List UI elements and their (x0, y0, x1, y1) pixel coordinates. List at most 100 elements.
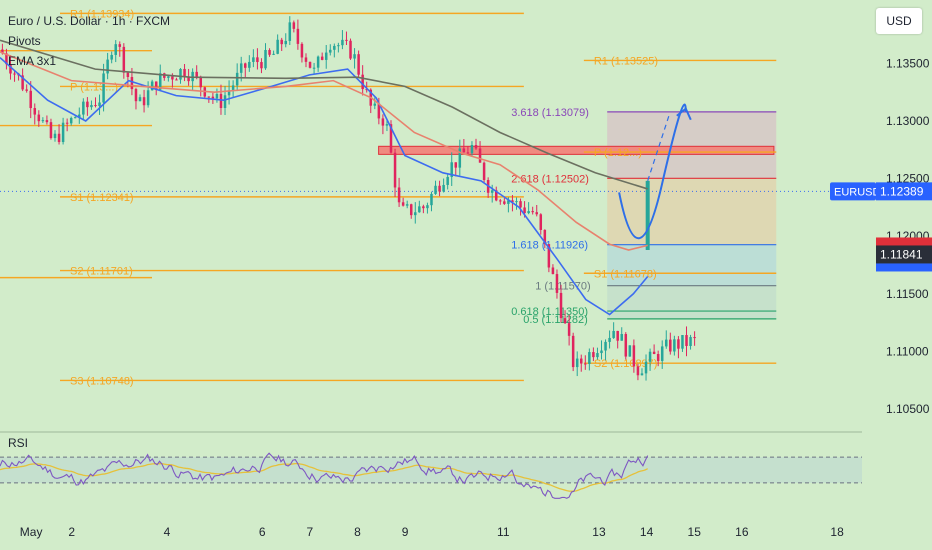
candle-body (223, 95, 227, 108)
candle-body (239, 63, 243, 73)
price-tag-label: 1.12389 (880, 184, 924, 198)
candle-body (300, 43, 304, 58)
candle-body (65, 122, 69, 124)
candle-body (118, 44, 122, 47)
fib-label: 1 (1.11570) (535, 281, 590, 293)
candle-body (575, 358, 579, 368)
y-tick-label: 1.10500 (886, 402, 930, 416)
candle-body (159, 73, 162, 90)
pivot-label: S3 (1.10748) (70, 375, 134, 387)
ema-line (0, 39, 648, 190)
candle-body (519, 201, 522, 208)
price-tag-red (876, 237, 932, 248)
candle-body (515, 201, 518, 203)
candle-body (462, 148, 466, 153)
candle-body (9, 64, 12, 74)
candle-body (199, 76, 202, 88)
candle-body (527, 211, 530, 214)
candle-body (685, 335, 688, 347)
candle-body (490, 190, 494, 193)
x-tick-label: 7 (307, 525, 314, 539)
candle-body (341, 39, 344, 46)
candle-body (588, 352, 591, 364)
symbol-tag-label: EURUSD (834, 186, 881, 198)
candle-body (304, 57, 308, 62)
candle-body (397, 187, 401, 203)
candle-body (324, 52, 328, 60)
candle-body (389, 124, 393, 153)
candle-body (409, 204, 413, 216)
x-tick-label: 13 (592, 525, 606, 539)
candle-body (171, 76, 174, 80)
candle-body (195, 71, 198, 77)
y-tick-label: 1.12500 (886, 172, 930, 186)
candle-body (154, 81, 158, 90)
candle-body (604, 341, 607, 351)
candle-body (122, 46, 126, 73)
candle-body (316, 56, 320, 68)
candle-body (25, 89, 28, 91)
candle-body (624, 334, 628, 357)
candle-body (134, 89, 138, 102)
x-tick-label: 8 (354, 525, 361, 539)
candle-body (430, 193, 433, 206)
candle-body (474, 144, 478, 149)
indicator-pivots-label[interactable]: Pivots (8, 34, 41, 48)
candle-body (535, 212, 538, 215)
candle-body (644, 361, 648, 374)
candle-body (499, 200, 502, 202)
y-tick-label: 1.11000 (886, 344, 929, 358)
candle-body (385, 124, 389, 126)
candle-body (29, 90, 32, 109)
candle-body (507, 200, 510, 204)
fib-zone-blue (607, 244, 777, 286)
candle-body (215, 93, 219, 99)
candle-body (69, 117, 73, 124)
candle-body (551, 267, 555, 275)
indicator-ema-label[interactable]: EMA 3x1 (8, 54, 57, 68)
candle-body (235, 72, 239, 86)
pivot-label: S1 (1.12341) (70, 192, 134, 204)
candle-body (361, 74, 364, 90)
candle-body (1, 49, 4, 54)
rsi-line (0, 452, 649, 499)
x-tick-label: 2 (68, 525, 75, 539)
candle-body (82, 101, 85, 115)
candle-body (21, 75, 24, 90)
candle-body (648, 351, 652, 362)
candle-body (381, 118, 385, 126)
candle-body (543, 229, 547, 245)
price-tag-label: 1.11841 (880, 247, 923, 261)
x-tick-label: May (20, 525, 43, 539)
candle-body (454, 162, 458, 168)
candle-body (531, 211, 534, 213)
candle-body (401, 202, 405, 206)
projection-dashed-line (647, 115, 670, 182)
candle-body (175, 79, 178, 81)
pivot-label: P (1.12...) (594, 147, 642, 159)
candle-body (33, 108, 37, 115)
candle-body (640, 373, 644, 376)
candle-body (126, 72, 130, 78)
candle-body (438, 185, 441, 192)
pivot-label: S2 (1.10897) (594, 358, 658, 370)
candle-body (86, 101, 89, 108)
candle-body (426, 205, 429, 209)
currency-button[interactable]: USD (876, 8, 922, 34)
x-tick-label: 11 (497, 525, 510, 539)
rsi-ma-line (0, 462, 648, 492)
projection-arrowhead (676, 107, 692, 121)
x-tick-label: 18 (830, 525, 844, 539)
candle-body (256, 57, 259, 63)
candle-body (632, 345, 636, 367)
candle-body (446, 176, 449, 185)
candle-body (600, 350, 603, 354)
candle-body (150, 81, 154, 91)
candle-body (292, 22, 296, 29)
candle-body (365, 89, 368, 91)
candle-body (458, 148, 462, 168)
symbol-tag (830, 182, 876, 201)
candle-body (49, 122, 53, 139)
